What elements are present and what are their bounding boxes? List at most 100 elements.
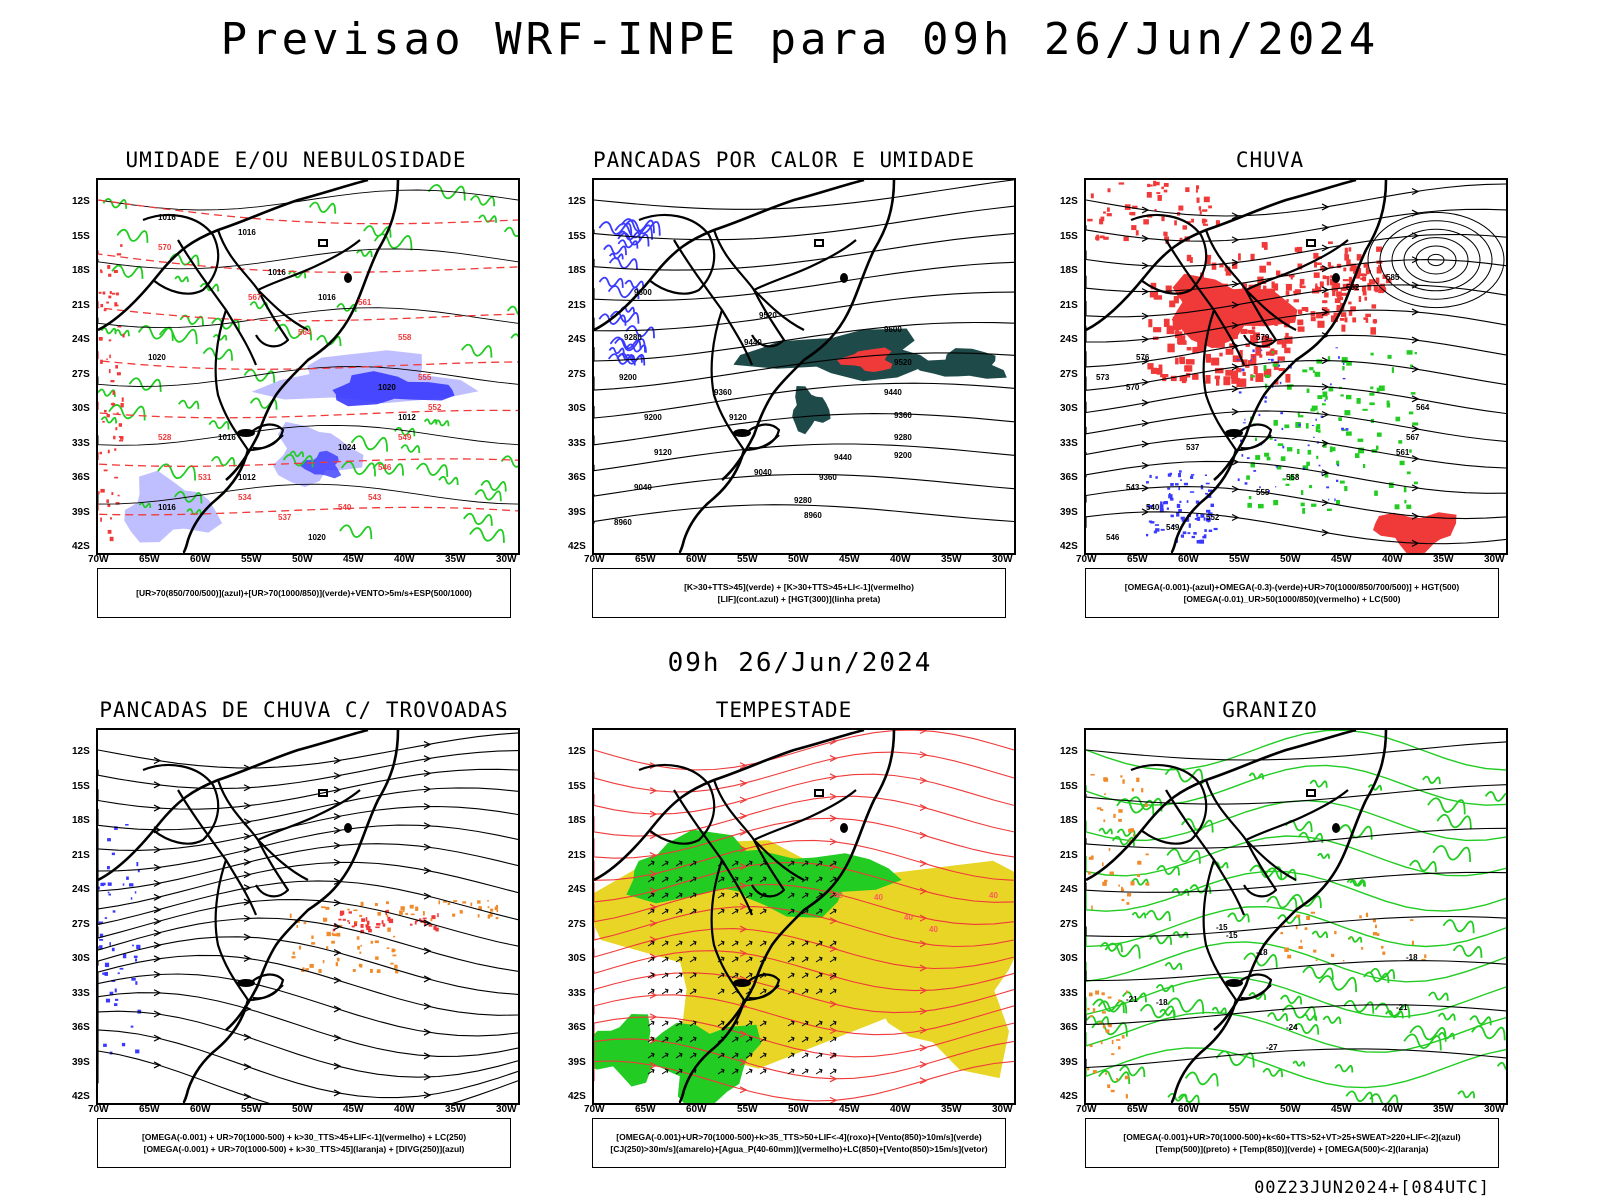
lat-tick-label: 15S: [72, 230, 90, 242]
lat-tick-label: 21S: [72, 849, 90, 861]
lon-tick-label: 35W: [445, 1104, 466, 1115]
contour-label: 9440: [834, 453, 852, 462]
lon-tick-label: 70W: [88, 554, 109, 565]
contour-label: 1016: [268, 268, 286, 277]
legend-granizo: [OMEGA(-0.001)+UR>70(1000-500)+k<60+TTS>…: [1085, 1118, 1499, 1168]
contour-label: 9280: [894, 433, 912, 442]
contour-label: 585: [1386, 273, 1400, 282]
contour-label: 549: [398, 433, 412, 442]
mid-title: 09h 26/Jun/2024: [667, 648, 933, 678]
lon-tick-label: 30W: [992, 1104, 1013, 1115]
lat-tick-label: 24S: [568, 334, 586, 345]
lat-tick-label: 30S: [72, 403, 90, 414]
lon-tick-label: 70W: [584, 554, 605, 565]
lon-tick-label: 65W: [1127, 554, 1148, 565]
lat-tick-label: 30S: [568, 403, 586, 414]
contour-label: 558: [1286, 473, 1300, 482]
contour-label: 8960: [804, 511, 822, 520]
lon-tick-label: 55W: [241, 554, 262, 565]
lat-tick-label: 42S: [1060, 541, 1078, 552]
lat-tick-label: 24S: [568, 884, 586, 895]
legend-line: [OMEGA(-0.01)_UR>50(1000/850)(vermelho) …: [1183, 594, 1401, 604]
panel-title-granizo: GRANIZO: [1222, 698, 1318, 722]
contour-label: 9520: [894, 358, 912, 367]
contour-label: -18: [1406, 953, 1418, 962]
lon-tick-label: 30W: [992, 554, 1013, 565]
forecast-run-footer: 00Z23JUN2024+[084UTC]: [1254, 1178, 1490, 1198]
lat-tick-label: 39S: [1060, 506, 1078, 518]
contour-label: 546: [1106, 533, 1120, 542]
contour-label: -18: [1256, 948, 1268, 957]
lat-tick-label: 12S: [568, 746, 586, 757]
lon-tick-label: 55W: [1229, 554, 1250, 565]
lon-tick-label: 45W: [1331, 554, 1352, 565]
lat-tick-label: 21S: [72, 299, 90, 311]
legend-line: [UR>70(850/700/500)](azul)+[UR>70(1000/8…: [136, 588, 472, 598]
contour-label: 1012: [398, 413, 416, 422]
lat-tick-label: 27S: [1060, 918, 1078, 930]
map-trovoadas: [96, 728, 520, 1105]
contour-label: 537: [278, 513, 292, 522]
contour-label: 549: [1166, 523, 1180, 532]
lat-tick-label: 30S: [1060, 403, 1078, 414]
contour-label: 1020: [148, 353, 166, 362]
lon-tick-label: 50W: [788, 1104, 809, 1115]
lon-tick-label: 55W: [737, 554, 758, 565]
map-tempestade: 40 40 40 40 40: [592, 728, 1016, 1105]
map-granizo: -15 -18 -18 -21 -21 -24 -27 -18 -15: [1084, 728, 1508, 1105]
contour-label: 9520: [759, 311, 777, 320]
lon-tick-label: 65W: [635, 1104, 656, 1115]
lat-tick-label: 12S: [1060, 746, 1078, 757]
lon-tick-label: 30W: [1484, 1104, 1505, 1115]
contour-label: 561: [1396, 448, 1410, 457]
panel-title-chuva: CHUVA: [1235, 148, 1305, 172]
lon-tick-label: 30W: [496, 1104, 517, 1115]
lon-tick-label: 65W: [139, 1104, 160, 1115]
legend-umidade: [UR>70(850/700/500)](azul)+[UR>70(1000/8…: [97, 568, 511, 618]
lat-tick-label: 12S: [568, 196, 586, 207]
contour-label: 40: [874, 893, 883, 902]
contour-label: 9440: [884, 388, 902, 397]
lat-tick-label: 27S: [1060, 368, 1078, 380]
contour-label: 564: [298, 328, 312, 337]
lat-tick-label: 36S: [568, 1022, 586, 1033]
lon-tick-label: 60W: [190, 554, 211, 565]
lat-tick-label: 12S: [1060, 196, 1078, 207]
contour-label: 570: [1126, 383, 1140, 392]
contour-label: 567: [248, 293, 262, 302]
contour-label: -24: [1286, 1023, 1298, 1032]
contour-label: 555: [1256, 488, 1270, 497]
lon-tick-label: 45W: [343, 1104, 364, 1115]
contour-label: 9040: [754, 468, 772, 477]
lon-tick-label: 45W: [343, 554, 364, 565]
panel-title-trovoadas: PANCADAS DE CHUVA C/ TROVOADAS: [99, 698, 509, 722]
contour-label: 9280: [794, 496, 812, 505]
legend-trovoadas: [OMEGA(-0.001) + UR>70(1000-500) + k>30_…: [97, 1118, 511, 1168]
contour-label: 1016: [218, 433, 236, 442]
legend-line: [OMEGA(-0.001)+UR>70(1000-500)+k<60+TTS>…: [1123, 1132, 1461, 1142]
panel-title-pancadas-calor: PANCADAS POR CALOR E UMIDADE: [592, 148, 975, 172]
legend-line: [Temp(500)](preto) + [Temp(850)](verde) …: [1155, 1144, 1429, 1154]
lat-tick-label: 18S: [72, 815, 90, 826]
lat-tick-label: 15S: [568, 230, 586, 242]
legend-line: [OMEGA(-0.001)-(azul)+OMEGA(-0.3)-(verde…: [1124, 582, 1460, 592]
contour-label: -21: [1126, 995, 1138, 1004]
contour-label: 582: [1346, 283, 1360, 292]
contour-label: 537: [1186, 443, 1200, 452]
contour-label: 543: [368, 493, 382, 502]
lon-tick-label: 70W: [88, 1104, 109, 1115]
lat-tick-label: 15S: [1060, 230, 1078, 242]
lat-tick-label: 42S: [72, 1091, 90, 1102]
contour-label: 9360: [819, 473, 837, 482]
contour-label: 1016: [318, 293, 336, 302]
contour-label: 540: [338, 503, 352, 512]
contour-label: 567: [1406, 433, 1420, 442]
lat-tick-label: 12S: [72, 746, 90, 757]
contour-label: -27: [1266, 1043, 1278, 1052]
contour-label: 540: [1146, 503, 1160, 512]
lon-tick-label: 35W: [1433, 1104, 1454, 1115]
lon-tick-label: 35W: [445, 554, 466, 565]
contour-label: 564: [1416, 403, 1430, 412]
lon-tick-label: 40W: [394, 554, 415, 565]
lat-tick-label: 36S: [72, 1022, 90, 1033]
